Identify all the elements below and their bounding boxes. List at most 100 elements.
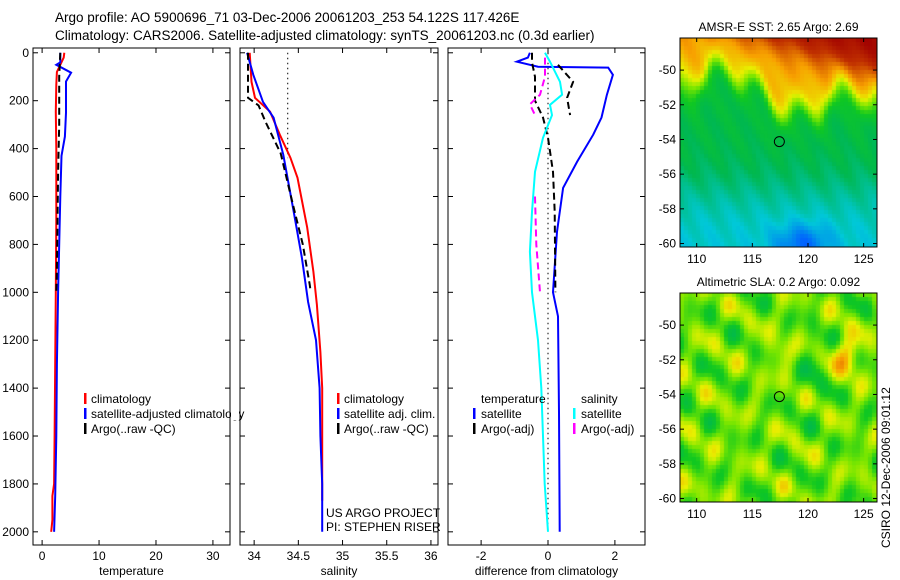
y-tick-label: 200 [9,94,29,108]
argo-location-marker [773,391,785,403]
y-tick-label: -56 [659,167,677,181]
map-title: Altimetric SLA: 0.2 Argo: 0.092 [697,275,861,289]
y-tick-label: 800 [9,237,29,251]
sla-map: Altimetric SLA: 0.2 Argo: 0.092 110 115 120… [659,275,878,521]
legend-label: satellite adj. clim. [344,407,435,421]
x-tick-label: 34 [247,549,261,563]
x-tick-label: 110 [687,252,706,266]
credit-pi: PI: STEPHEN RISER [326,520,441,534]
legend-label: climatology [91,392,151,406]
plot-frame [239,47,439,546]
legend-label: satellite [581,407,622,421]
y-tick-label: 1000 [2,285,29,299]
credit-project: US ARGO PROJECT [326,506,441,520]
legend-label: Argo(..raw -QC) [344,422,429,436]
legend-header: temperature [481,392,546,406]
map-frame [679,292,878,503]
sst-map: AMSR-E SST: 2.65 Argo: 2.69 110 115 120 125 -… [659,20,878,266]
y-tick-label: 400 [9,142,29,156]
legend-header: salinity [581,392,618,406]
series-line-salinity-satellite [528,52,564,532]
legend-swatch [573,408,576,419]
plot-frame [447,47,646,546]
series-line-salinity-argo-adj-deep [534,196,541,293]
title-line1: Argo profile: AO 5900696_71 03-Dec-2006 … [55,10,519,25]
x-tick-label: 115 [743,252,762,266]
x-tick-label: 120 [798,252,818,266]
series-line-climatology [50,52,66,532]
x-tick-label: -2 [476,549,487,563]
map-frame [679,37,878,248]
y-tick-label: 1800 [2,477,29,491]
y-tick-label: 0 [22,46,29,60]
y-tick-label: 1600 [2,429,29,443]
series-line-temperature-satellite [513,52,614,532]
x-tick-label: 125 [854,252,874,266]
y-tick-label: -54 [659,132,677,146]
legend-swatch [573,423,576,434]
y-tick-label: -58 [659,202,677,216]
legend-swatch [337,408,340,419]
x-axis-label: difference from climatology [475,564,618,578]
series-line-climatology [248,52,324,501]
y-tick-label: -50 [659,63,677,77]
series-line-argo-raw-qc- [247,52,312,293]
title-line2: Climatology: CARS2006. Satellite-adjuste… [55,28,595,43]
legend-swatch [473,408,476,419]
map-title: AMSR-E SST: 2.65 Argo: 2.69 [698,20,858,34]
y-tick-label: -60 [659,492,677,506]
legend-label: Argo(-adj) [481,422,534,436]
y-tick-label: 1400 [2,381,29,395]
legend-label: satellite [481,407,522,421]
x-tick-label: 30 [206,549,220,563]
legend-label: climatology [344,392,404,406]
x-tick-label: 125 [854,507,874,521]
y-tick-label: -56 [659,422,677,436]
series-line-salinity-argo-adj- [528,57,546,116]
sla-map-image [680,293,877,502]
legend-swatch [337,393,340,404]
x-tick-label: 0 [545,549,552,563]
series-line-temperature-argo-adj-upper [557,64,575,116]
panel-salinity: 34 34.5 35 35.5 36 salinity climatologysatelli… [239,47,439,578]
legend-swatch [337,423,340,434]
y-tick-label: -54 [659,387,677,401]
x-tick-label: 120 [798,507,818,521]
x-tick-label: 110 [687,507,706,521]
x-tick-label: 35.5 [375,549,399,563]
x-axis-label: temperature [99,564,164,578]
y-tick-label: -50 [659,318,677,332]
legend-label: Argo(-adj) [581,422,634,436]
timestamp-label: CSIRO 12-Dec-2006 09:01:12 [879,387,893,548]
series-line-satellite-adj-clim- [246,52,324,532]
x-tick-label: 20 [149,549,163,563]
x-tick-label: 115 [743,507,762,521]
legend-clip [231,400,239,420]
plot-frame [32,47,231,546]
legend-label: Argo(..raw -QC) [91,422,176,436]
x-axis-label: salinity [321,564,358,578]
y-tick-label: 2000 [2,525,29,539]
legend-label: satellite-adjusted climatology [91,407,244,421]
y-tick-label: -52 [659,353,677,367]
y-tick-label: -52 [659,98,677,112]
legend-swatch [84,408,87,419]
series-line-temperature-argo-adj- [531,52,557,293]
x-tick-label: 34.5 [287,549,311,563]
sst-map-image [680,38,877,247]
legend-swatch [84,423,87,434]
y-tick-label: -58 [659,457,677,471]
x-tick-label: 36 [424,549,438,563]
x-tick-label: 35 [336,549,350,563]
x-tick-label: 0 [39,549,46,563]
y-tick-label: 600 [9,190,29,204]
panel-temperature: 0 10 20 30 temperature 0 200 400 600 800 1000 1200 1… [2,46,244,578]
x-tick-label: 2 [612,549,619,563]
